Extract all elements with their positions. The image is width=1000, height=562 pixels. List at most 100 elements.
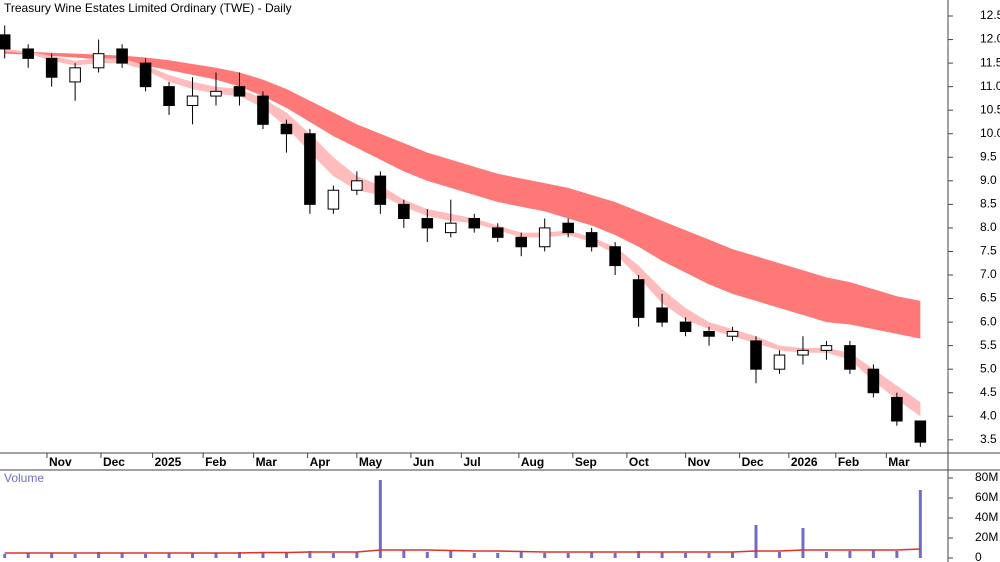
- candle-body: [351, 180, 363, 191]
- candle-body: [679, 321, 692, 333]
- candle-body: [632, 279, 645, 318]
- candle-body: [257, 95, 269, 125]
- x-tick-label: Jul: [463, 455, 480, 469]
- volume-bar: [684, 553, 688, 558]
- candle-body: [116, 48, 128, 64]
- x-tick-label: Jun: [413, 455, 434, 469]
- candle-body: [491, 227, 504, 238]
- y-tick-label: 80M: [975, 470, 998, 484]
- volume-bar: [637, 551, 641, 558]
- candle-body: [421, 217, 434, 229]
- candle-body: [45, 57, 58, 78]
- chart-title: Treasury Wine Estates Limited Ordinary (…: [4, 1, 292, 15]
- volume-bar: [3, 554, 7, 558]
- x-tick-label: Feb: [205, 455, 226, 469]
- x-tick-label: May: [359, 455, 383, 469]
- volume-bar: [613, 553, 617, 558]
- x-tick-label: Sep: [575, 455, 597, 469]
- x-tick-label: Apr: [310, 455, 331, 469]
- candle-body: [69, 67, 81, 83]
- y-tick-label: 8.5: [980, 197, 997, 211]
- y-tick-label: 5.5: [980, 338, 997, 352]
- candle-body: [374, 175, 387, 205]
- candle-body: [139, 62, 152, 88]
- x-tick-label: 2025: [155, 455, 182, 469]
- candle-body: [186, 95, 199, 106]
- y-tick-label: 12.0: [980, 32, 1000, 46]
- volume-bar: [167, 553, 171, 558]
- volume-bar: [918, 490, 922, 558]
- volume-bar: [425, 552, 429, 558]
- volume-bar: [590, 552, 594, 558]
- candle-body: [233, 86, 246, 97]
- volume-average-line: [4, 548, 921, 554]
- y-tick-label: 4.5: [980, 385, 997, 399]
- candle-body: [609, 246, 621, 267]
- y-tick-label: 10.0: [980, 126, 1000, 140]
- candle-body: [327, 189, 340, 210]
- candle-body: [398, 203, 410, 219]
- candle-body: [703, 331, 715, 337]
- candle-body: [867, 368, 880, 394]
- volume-bar: [660, 552, 664, 558]
- y-tick-label: 11.5: [980, 55, 1000, 69]
- y-tick-label: 7.0: [980, 267, 997, 281]
- candle-body: [163, 86, 175, 106]
- x-tick-label: Feb: [838, 455, 859, 469]
- candle-body: [0, 34, 11, 50]
- y-tick-label: 6.0: [980, 314, 997, 328]
- candle-body: [468, 217, 481, 229]
- y-tick-label: 60M: [975, 490, 998, 504]
- candle-body: [304, 133, 316, 205]
- x-tick-label: Nov: [688, 455, 711, 469]
- y-tick-label: 3.5: [980, 432, 997, 446]
- volume-bar: [472, 553, 476, 558]
- candle-body: [656, 307, 668, 323]
- x-tick-label: 2026: [791, 455, 818, 469]
- candle-body: [445, 222, 457, 234]
- x-tick-label: Aug: [521, 455, 544, 469]
- y-tick-label: 12.5: [980, 8, 1000, 22]
- volume-bar: [801, 528, 805, 558]
- volume-bar: [754, 525, 758, 558]
- volume-bar: [871, 550, 875, 558]
- y-tick-label: 11.0: [980, 79, 1000, 93]
- candle-body: [797, 349, 809, 356]
- moving-average-band: [4, 51, 921, 339]
- volume-bar: [261, 553, 265, 558]
- volume-bar: [26, 553, 30, 558]
- y-tick-label: 9.5: [980, 149, 997, 163]
- candle-body: [92, 53, 105, 69]
- y-tick-label: 20M: [975, 530, 998, 544]
- volume-bar: [402, 550, 406, 558]
- volume-bar: [707, 553, 711, 558]
- x-tick-label: Nov: [49, 455, 72, 469]
- x-tick-label: Dec: [742, 455, 764, 469]
- y-tick-label: 5.0: [980, 361, 997, 375]
- volume-bar: [331, 553, 335, 558]
- candle-body: [844, 345, 856, 370]
- volume-bar: [731, 552, 735, 558]
- y-tick-label: 4.0: [980, 408, 997, 422]
- candle-body: [914, 420, 927, 443]
- volume-bar: [519, 552, 523, 558]
- volume-bar: [496, 553, 500, 558]
- candle-body: [210, 90, 222, 97]
- candle-body: [585, 232, 598, 248]
- candle-body: [750, 340, 762, 370]
- candle-body: [726, 331, 739, 337]
- x-tick-label: Mar: [888, 455, 910, 469]
- volume-bar: [355, 552, 359, 558]
- x-tick-label: Dec: [103, 455, 125, 469]
- candle-body: [773, 354, 786, 370]
- volume-bar: [777, 552, 781, 558]
- volume-bar: [144, 554, 148, 558]
- volume-bar: [191, 553, 195, 558]
- y-tick-label: 8.0: [980, 220, 997, 234]
- x-tick-label: Mar: [256, 455, 278, 469]
- y-tick-label: 10.5: [980, 102, 1000, 116]
- y-tick-label: 9.0: [980, 173, 997, 187]
- candle-body: [820, 345, 833, 351]
- volume-bar: [848, 551, 852, 558]
